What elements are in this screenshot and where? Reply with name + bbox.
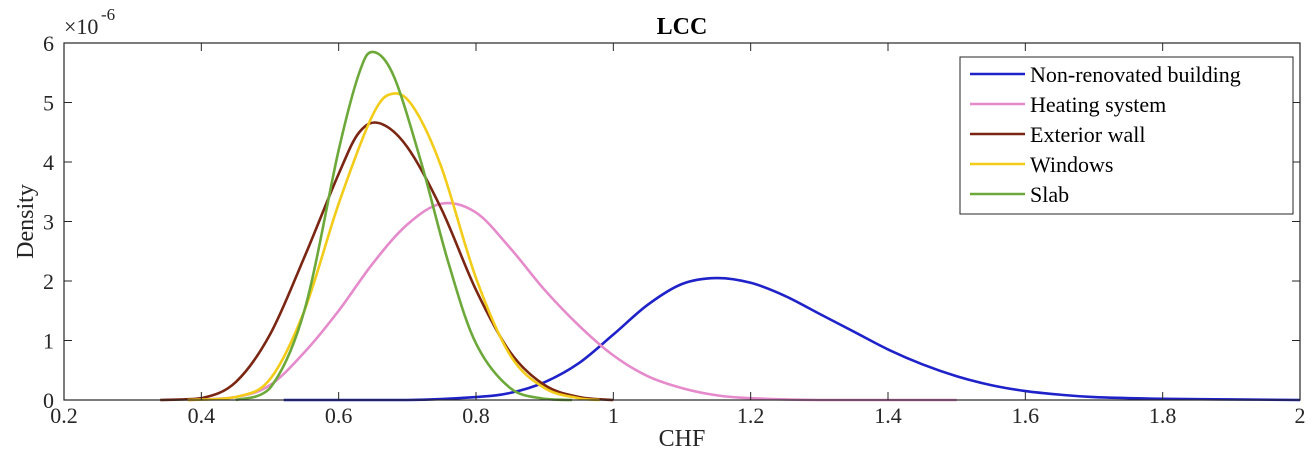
legend-label-exterior-wall: Exterior wall <box>1030 122 1145 147</box>
y-axis-title: Density <box>13 184 39 259</box>
legend-label-heating-system: Heating system <box>1030 92 1166 117</box>
series-line-non-renovated-building <box>283 276 1301 402</box>
series-line-heating-system <box>187 201 957 402</box>
y-axis-exponent-base: ×10 <box>64 14 98 39</box>
y-axis-exponent-power: -6 <box>101 5 115 24</box>
y-tick-label: 1 <box>43 329 54 354</box>
legend-label-slab: Slab <box>1030 182 1069 207</box>
x-tick-label: 0.6 <box>325 403 353 428</box>
legend-box <box>959 56 1294 215</box>
legend: Non-renovated building Heating system Exte… <box>959 56 1294 215</box>
x-axis-title: CHF <box>659 426 706 452</box>
series-line-windows <box>187 92 600 402</box>
x-tick-label: 0.4 <box>188 403 216 428</box>
y-tick-label: 4 <box>43 150 54 175</box>
legend-label-windows: Windows <box>1030 152 1113 177</box>
legend-label-non-renovated-building: Non-renovated building <box>1030 62 1241 87</box>
x-tick-label: 0.2 <box>50 403 78 428</box>
chart-title: LCC <box>657 14 708 40</box>
series-line-exterior-wall <box>160 121 614 402</box>
x-tick-label: 1.8 <box>1149 403 1177 428</box>
x-tick-label: 1.6 <box>1012 403 1040 428</box>
y-tick-label: 2 <box>43 269 54 294</box>
x-tick-label: 1.4 <box>874 403 902 428</box>
x-tick-label: 0.8 <box>462 403 490 428</box>
x-tick-label: 1.2 <box>737 403 765 428</box>
y-tick-label: 0 <box>43 388 54 413</box>
series-line-slab <box>235 50 573 402</box>
y-tick-label: 5 <box>43 91 54 116</box>
x-tick-label: 2 <box>1295 403 1306 428</box>
x-tick-label: 1 <box>608 403 619 428</box>
y-tick-label: 6 <box>43 31 54 56</box>
y-tick-label: 3 <box>43 210 54 235</box>
